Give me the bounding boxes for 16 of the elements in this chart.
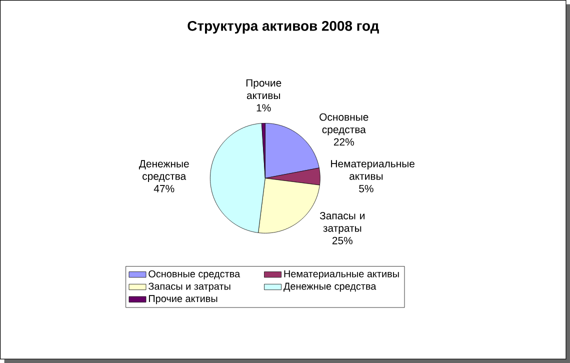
legend-label: Запасы и затраты xyxy=(148,282,230,292)
slice-label: Прочие активы xyxy=(246,79,282,100)
legend-label: Основные средства xyxy=(148,270,240,280)
data-label: 47% xyxy=(154,184,174,192)
data-label: 1% xyxy=(256,104,271,112)
slice-label: Основные средства xyxy=(320,113,368,136)
legend-label: Нематериальные активы xyxy=(284,270,399,280)
legend-label: Прочие активы xyxy=(148,295,218,304)
slice-label: Запасы и затраты xyxy=(320,212,364,234)
legend-label: Денежные средства xyxy=(284,282,376,292)
slice-label: Денежные средства xyxy=(138,160,189,182)
data-label: 22% xyxy=(334,138,354,146)
chart-title: Структура активов 2008 год xyxy=(188,20,379,34)
data-label: 25% xyxy=(332,236,352,244)
data-label: 5% xyxy=(359,184,374,192)
slice-label: Нематериальные активы xyxy=(331,160,414,180)
